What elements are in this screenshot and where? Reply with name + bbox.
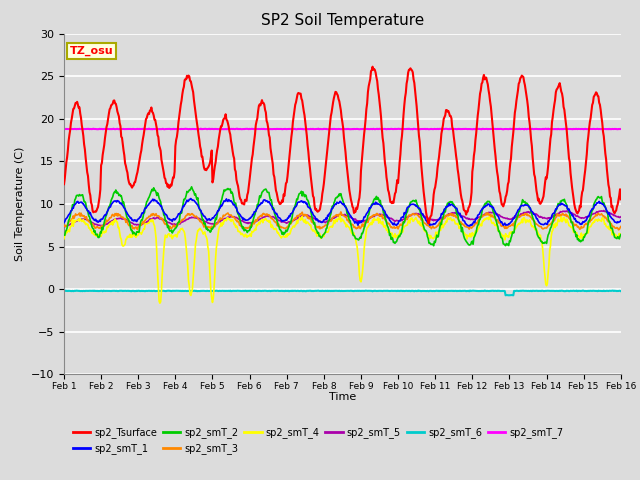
Title: SP2 Soil Temperature: SP2 Soil Temperature xyxy=(260,13,424,28)
X-axis label: Time: Time xyxy=(329,393,356,402)
Legend: sp2_Tsurface, sp2_smT_1, sp2_smT_2, sp2_smT_3, sp2_smT_4, sp2_smT_5, sp2_smT_6, : sp2_Tsurface, sp2_smT_1, sp2_smT_2, sp2_… xyxy=(69,423,568,458)
Y-axis label: Soil Temperature (C): Soil Temperature (C) xyxy=(15,147,26,261)
Text: TZ_osu: TZ_osu xyxy=(70,46,113,56)
